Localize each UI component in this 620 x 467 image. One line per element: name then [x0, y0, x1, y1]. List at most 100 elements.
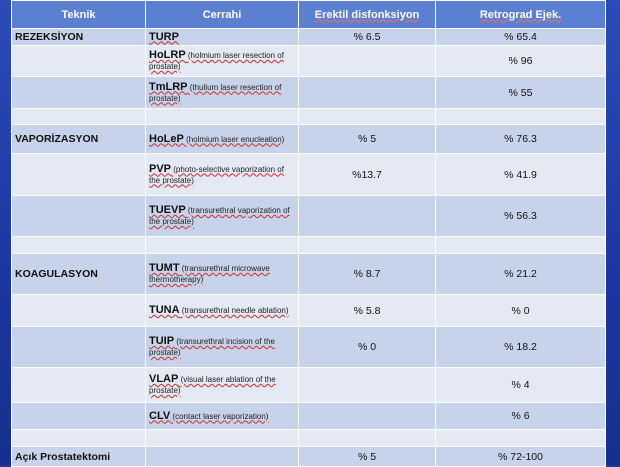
retrograde-ejaculation-cell: % 55 — [435, 76, 606, 109]
procedure-cell: VLAP (visual laser ablation of the prost… — [145, 367, 299, 403]
table-row: TmLRP (thulium laser resection of prosta… — [11, 76, 606, 109]
header-row: Teknik Cerrahi Erektil disfonksiyon Retr… — [11, 0, 606, 29]
table-row: PVP (photo-selective vaporization of the… — [11, 153, 606, 196]
technique-cell — [11, 367, 146, 403]
procedure-abbreviation: PVP — [149, 162, 172, 175]
technique-cell — [11, 153, 146, 196]
erectile-dysfunction-cell — [298, 76, 436, 109]
retrograde-ejaculation-cell — [435, 429, 606, 447]
procedure-cell: PVP (photo-selective vaporization of the… — [145, 153, 299, 196]
technique-cell — [11, 108, 146, 125]
technique-cell: KOAGULASYON — [11, 253, 146, 295]
procedure-cell — [145, 236, 299, 254]
table-row: REZEKSİYON TURP % 6.5% 65.4 — [11, 28, 606, 46]
erectile-dysfunction-cell — [298, 45, 436, 77]
technique-cell — [11, 294, 146, 327]
erectile-dysfunction-cell: % 5.8 — [298, 294, 436, 327]
procedure-description: (contact laser vaporization) — [170, 411, 269, 421]
technique-cell — [11, 429, 146, 447]
procedure-cell: TUEVP (transurethral vaporization of the… — [145, 195, 299, 237]
procedure-description: (photo-selective vaporization of the pro… — [149, 164, 284, 185]
erectile-dysfunction-cell: % 6.5 — [298, 28, 436, 46]
procedure-description: (holmium laser enucleation) — [183, 134, 285, 144]
erectile-dysfunction-cell: %13.7 — [298, 153, 436, 196]
technique-cell — [11, 236, 146, 254]
procedure-cell: TUNA (transurethral needle ablation) — [145, 294, 299, 327]
technique-cell — [11, 195, 146, 237]
erectile-dysfunction-cell: % 5 — [298, 446, 436, 467]
retrograde-ejaculation-cell: % 96 — [435, 45, 606, 77]
procedure-description: (transurethral incision of the prostate) — [149, 337, 275, 357]
table-row — [11, 429, 606, 447]
table-row — [11, 236, 606, 254]
table-row: TUNA (transurethral needle ablation)% 5.… — [11, 294, 606, 327]
procedure-description: (visual laser ablation of the prostate) — [149, 375, 276, 395]
technique-cell — [11, 326, 146, 368]
header-procedure: Cerrahi — [145, 0, 299, 29]
table-row: VAPORİZASYON HoLeP (holmium laser enuclea… — [11, 124, 606, 154]
retrograde-ejaculation-cell: % 56.3 — [435, 195, 606, 237]
table-row: KOAGULASYON TUMT (transurethral microwave… — [11, 253, 606, 295]
header-retrograde-ejaculation: Retrograd Ejek. — [435, 0, 606, 29]
table-row — [11, 108, 606, 125]
procedure-abbreviation: TmLRP — [149, 80, 188, 93]
erectile-dysfunction-cell: % 8.7 — [298, 253, 436, 295]
retrograde-ejaculation-cell — [435, 108, 606, 125]
table-row: VLAP (visual laser ablation of the prost… — [11, 367, 606, 403]
procedure-cell: TmLRP (thulium laser resection of prosta… — [145, 76, 299, 109]
table-row: Açık Prostatektomi % 5% 72-100 — [11, 446, 606, 467]
procedure-abbreviation: TURP — [149, 30, 179, 43]
procedure-cell — [145, 108, 299, 125]
technique-cell: VAPORİZASYON — [11, 124, 146, 154]
erectile-dysfunction-cell — [298, 367, 436, 403]
retrograde-ejaculation-cell: % 0 — [435, 294, 606, 327]
header-erectile-dysfunction: Erektil disfonksiyon — [298, 0, 436, 29]
erectile-dysfunction-cell — [298, 429, 436, 447]
technique-cell: Açık Prostatektomi — [11, 446, 146, 467]
procedure-description: (transurethral vaporization of the prost… — [149, 206, 290, 226]
retrograde-ejaculation-cell: % 18.2 — [435, 326, 606, 368]
procedure-description: (transurethral microwave thermotherapy) — [149, 264, 270, 284]
procedure-abbreviation: TUIP — [149, 335, 175, 347]
procedure-abbreviation: HoLRP — [149, 49, 186, 61]
technique-cell: REZEKSİYON — [11, 28, 146, 46]
erectile-dysfunction-cell — [298, 195, 436, 237]
procedure-abbreviation: VLAP — [149, 373, 179, 385]
header-technique: Teknik — [11, 0, 146, 29]
table-row: TUEVP (transurethral vaporization of the… — [11, 195, 606, 237]
procedure-description: (holmium laser resection of prostate) — [149, 51, 284, 71]
table-row: HoLRP (holmium laser resection of prosta… — [11, 45, 606, 77]
retrograde-ejaculation-cell: % 72-100 — [435, 446, 606, 467]
retrograde-ejaculation-cell: % 4 — [435, 367, 606, 403]
retrograde-ejaculation-cell — [435, 236, 606, 254]
retrograde-ejaculation-cell: % 41.9 — [435, 153, 606, 196]
technique-cell — [11, 45, 146, 77]
technique-cell — [11, 76, 146, 109]
procedure-cell: HoLRP (holmium laser resection of prosta… — [145, 45, 299, 77]
procedure-description: (transurethral needle ablation) — [179, 306, 289, 315]
procedure-description: (thulium laser resection of prostate) — [149, 82, 282, 103]
procedure-cell — [145, 446, 299, 467]
procedure-cell: TUIP (transurethral incision of the pros… — [145, 326, 299, 368]
table-row: CLV (contact laser vaporization) % 6 — [11, 402, 606, 430]
table-row: TUIP (transurethral incision of the pros… — [11, 326, 606, 368]
procedure-abbreviation: TUMT — [149, 262, 180, 274]
retrograde-ejaculation-cell: % 65.4 — [435, 28, 606, 46]
procedure-cell: TURP — [145, 28, 299, 46]
procedure-abbreviation: TUNA — [149, 304, 180, 316]
retrograde-ejaculation-cell: % 21.2 — [435, 253, 606, 295]
erectile-dysfunction-cell — [298, 402, 436, 430]
procedure-cell — [145, 429, 299, 447]
procedure-abbreviation: HoLeP — [149, 132, 184, 145]
comparison-table: Teknik Cerrahi Erektil disfonksiyon Retr… — [11, 0, 606, 467]
procedure-cell: CLV (contact laser vaporization) — [145, 402, 299, 430]
procedure-abbreviation: CLV — [149, 409, 171, 422]
procedure-abbreviation: TUEVP — [149, 204, 186, 216]
erectile-dysfunction-cell: % 5 — [298, 124, 436, 154]
procedure-cell: TUMT (transurethral microwave thermother… — [145, 253, 299, 295]
erectile-dysfunction-cell — [298, 108, 436, 125]
technique-cell — [11, 402, 146, 430]
procedure-cell: HoLeP (holmium laser enucleation) — [145, 124, 299, 154]
erectile-dysfunction-cell — [298, 236, 436, 254]
retrograde-ejaculation-cell: % 76.3 — [435, 124, 606, 154]
